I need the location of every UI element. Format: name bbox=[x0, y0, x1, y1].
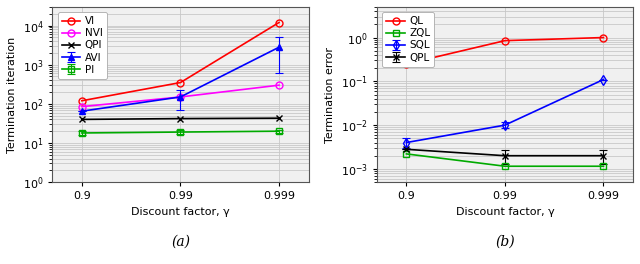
Line: ZQL: ZQL bbox=[403, 150, 607, 170]
NVI bbox=[177, 95, 184, 98]
Text: (b): (b) bbox=[495, 235, 515, 249]
ZQL bbox=[403, 152, 410, 155]
NVI bbox=[78, 105, 86, 108]
Legend: VI, NVI, QPI, AVI, PI: VI, NVI, QPI, AVI, PI bbox=[58, 12, 107, 79]
Line: NVI: NVI bbox=[79, 82, 282, 110]
Line: QPI: QPI bbox=[79, 115, 282, 123]
QPI bbox=[275, 117, 283, 120]
Y-axis label: Termination error: Termination error bbox=[325, 46, 335, 143]
Y-axis label: Termination iteration: Termination iteration bbox=[7, 36, 17, 153]
Line: QL: QL bbox=[403, 34, 607, 67]
VI bbox=[275, 21, 283, 24]
QPI bbox=[177, 117, 184, 120]
QPI bbox=[78, 118, 86, 121]
Legend: QL, ZQL, SQL, QPL: QL, ZQL, SQL, QPL bbox=[382, 12, 435, 67]
QL bbox=[600, 36, 607, 39]
ZQL bbox=[600, 165, 607, 168]
VI bbox=[78, 99, 86, 102]
X-axis label: Discount factor, γ: Discount factor, γ bbox=[456, 207, 554, 217]
X-axis label: Discount factor, γ: Discount factor, γ bbox=[131, 207, 230, 217]
QL bbox=[501, 39, 509, 42]
QL bbox=[403, 62, 410, 65]
NVI bbox=[275, 84, 283, 87]
VI bbox=[177, 81, 184, 84]
Line: VI: VI bbox=[79, 19, 282, 104]
ZQL bbox=[501, 165, 509, 168]
Text: (a): (a) bbox=[171, 235, 190, 249]
